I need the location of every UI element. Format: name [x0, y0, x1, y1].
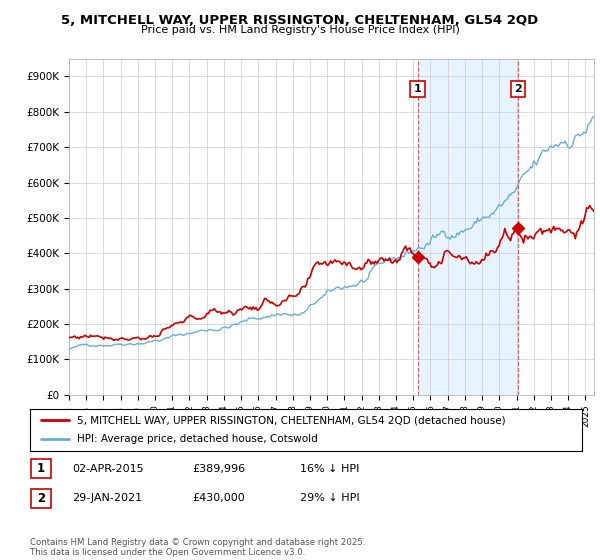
- Text: 5, MITCHELL WAY, UPPER RISSINGTON, CHELTENHAM, GL54 2QD: 5, MITCHELL WAY, UPPER RISSINGTON, CHELT…: [61, 14, 539, 27]
- Text: Contains HM Land Registry data © Crown copyright and database right 2025.
This d: Contains HM Land Registry data © Crown c…: [30, 538, 365, 557]
- Text: 1: 1: [413, 84, 421, 94]
- Text: HPI: Average price, detached house, Cotswold: HPI: Average price, detached house, Cots…: [77, 435, 317, 445]
- Bar: [418, 59, 518, 395]
- Text: 29-JAN-2021: 29-JAN-2021: [72, 493, 142, 503]
- Text: 2: 2: [514, 84, 522, 94]
- Text: 02-APR-2015: 02-APR-2015: [72, 464, 143, 474]
- Text: £430,000: £430,000: [192, 493, 245, 503]
- Text: 1: 1: [37, 462, 45, 475]
- Text: 5, MITCHELL WAY, UPPER RISSINGTON, CHELTENHAM, GL54 2QD (detached house): 5, MITCHELL WAY, UPPER RISSINGTON, CHELT…: [77, 415, 506, 425]
- Text: 29% ↓ HPI: 29% ↓ HPI: [300, 493, 359, 503]
- Text: £389,996: £389,996: [192, 464, 245, 474]
- Text: Price paid vs. HM Land Registry's House Price Index (HPI): Price paid vs. HM Land Registry's House …: [140, 25, 460, 35]
- Text: 16% ↓ HPI: 16% ↓ HPI: [300, 464, 359, 474]
- Text: 2: 2: [37, 492, 45, 505]
